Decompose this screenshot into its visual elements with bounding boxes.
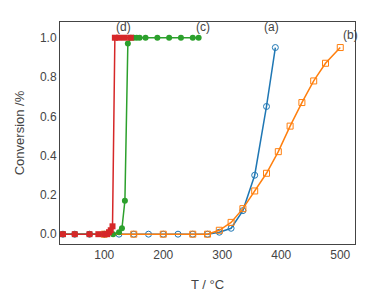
svg-text:(a): (a) — [264, 20, 279, 34]
svg-text:1.0: 1.0 — [40, 31, 57, 45]
svg-text:500: 500 — [330, 248, 350, 262]
svg-text:0.4: 0.4 — [40, 149, 57, 163]
svg-text:Conversion /%: Conversion /% — [12, 90, 27, 175]
svg-text:(d): (d) — [116, 20, 131, 34]
svg-text:0.6: 0.6 — [40, 110, 57, 124]
svg-text:400: 400 — [271, 248, 291, 262]
svg-text:200: 200 — [153, 248, 173, 262]
svg-text:0.2: 0.2 — [40, 188, 57, 202]
svg-text:0.0: 0.0 — [40, 227, 57, 241]
svg-text:(b): (b) — [343, 28, 358, 42]
svg-text:300: 300 — [212, 248, 232, 262]
svg-text:T / °C: T / °C — [191, 277, 224, 292]
svg-text:100: 100 — [94, 248, 114, 262]
svg-text:0.8: 0.8 — [40, 70, 57, 84]
svg-text:(c): (c) — [196, 20, 210, 34]
